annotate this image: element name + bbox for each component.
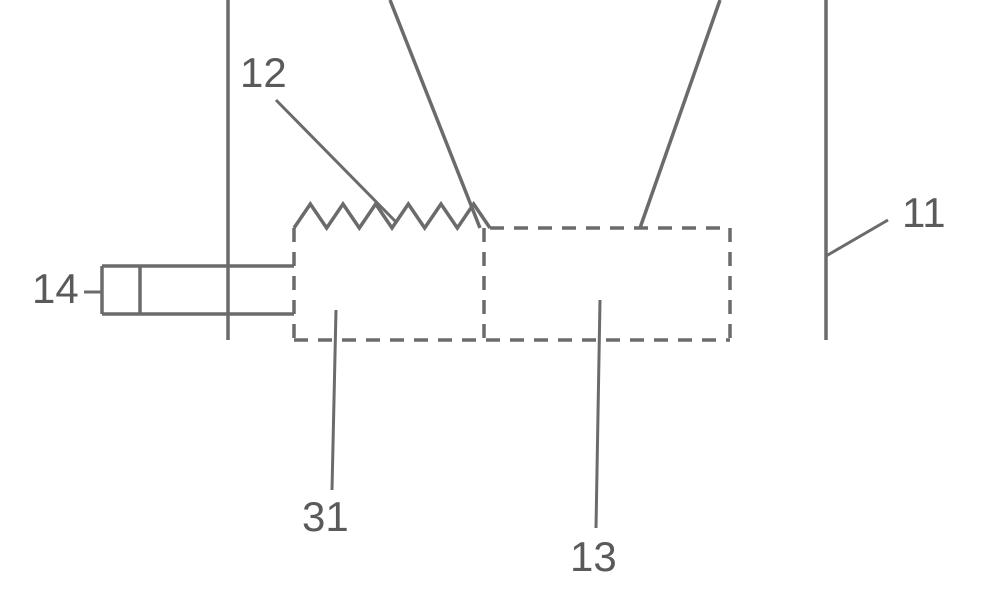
leader-13 [596, 300, 600, 528]
label-12: 12 [240, 49, 287, 96]
label-11: 11 [902, 189, 946, 236]
label-31: 31 [302, 493, 349, 540]
label-13: 13 [570, 533, 617, 580]
label-14: 14 [32, 265, 79, 312]
funnel-right [640, 0, 720, 228]
leader-11 [826, 220, 888, 256]
leader-31 [332, 310, 336, 490]
funnel-left [390, 0, 480, 228]
leader-12 [276, 100, 396, 222]
